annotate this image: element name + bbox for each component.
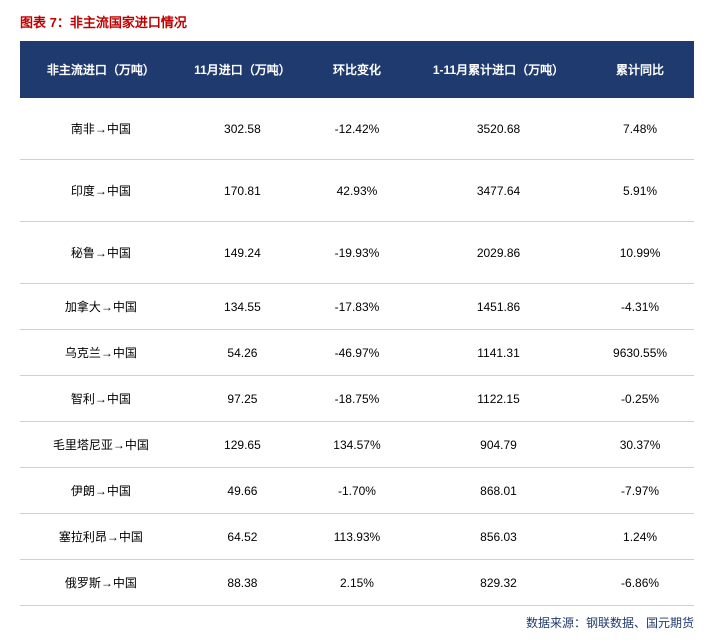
cell-ytd: 1141.31 <box>411 330 586 376</box>
table-row: 秘鲁→中国149.24-19.93%2029.8610.99% <box>20 222 694 284</box>
cell-nov: 149.24 <box>182 222 303 284</box>
cell-mom: -17.83% <box>303 284 411 330</box>
cell-yoy: 5.91% <box>586 160 694 222</box>
cell-yoy: 1.24% <box>586 514 694 560</box>
cell-route: 加拿大→中国 <box>20 284 182 330</box>
table-row: 南非→中国302.58-12.42%3520.687.48% <box>20 98 694 160</box>
cell-nov: 302.58 <box>182 98 303 160</box>
cell-route: 塞拉利昂→中国 <box>20 514 182 560</box>
cell-mom: 134.57% <box>303 422 411 468</box>
cell-ytd: 904.79 <box>411 422 586 468</box>
cell-yoy: 10.99% <box>586 222 694 284</box>
cell-ytd: 3477.64 <box>411 160 586 222</box>
cell-ytd: 868.01 <box>411 468 586 514</box>
cell-mom: -19.93% <box>303 222 411 284</box>
cell-yoy: 9630.55% <box>586 330 694 376</box>
cell-mom: -18.75% <box>303 376 411 422</box>
table-row: 印度→中国170.8142.93%3477.645.91% <box>20 160 694 222</box>
cell-yoy: -0.25% <box>586 376 694 422</box>
cell-mom: 42.93% <box>303 160 411 222</box>
col-header-mom: 环比变化 <box>303 41 411 98</box>
col-header-nov: 11月进口（万吨） <box>182 41 303 98</box>
cell-nov: 129.65 <box>182 422 303 468</box>
cell-yoy: -4.31% <box>586 284 694 330</box>
cell-nov: 49.66 <box>182 468 303 514</box>
cell-mom: 113.93% <box>303 514 411 560</box>
cell-yoy: 7.48% <box>586 98 694 160</box>
table-row: 俄罗斯→中国88.382.15%829.32-6.86% <box>20 560 694 606</box>
table-row: 加拿大→中国134.55-17.83%1451.86-4.31% <box>20 284 694 330</box>
data-source: 数据来源：钢联数据、国元期货 <box>20 614 694 631</box>
cell-nov: 97.25 <box>182 376 303 422</box>
table-row: 毛里塔尼亚→中国129.65134.57%904.7930.37% <box>20 422 694 468</box>
cell-route: 俄罗斯→中国 <box>20 560 182 606</box>
cell-ytd: 2029.86 <box>411 222 586 284</box>
col-header-route: 非主流进口（万吨） <box>20 41 182 98</box>
cell-route: 秘鲁→中国 <box>20 222 182 284</box>
cell-ytd: 1122.15 <box>411 376 586 422</box>
cell-yoy: -7.97% <box>586 468 694 514</box>
cell-route: 印度→中国 <box>20 160 182 222</box>
cell-route: 乌克兰→中国 <box>20 330 182 376</box>
table-row: 乌克兰→中国54.26-46.97%1141.319630.55% <box>20 330 694 376</box>
table-header: 非主流进口（万吨） 11月进口（万吨） 环比变化 1-11月累计进口（万吨） 累… <box>20 41 694 98</box>
cell-yoy: -6.86% <box>586 560 694 606</box>
cell-nov: 54.26 <box>182 330 303 376</box>
col-header-ytd: 1-11月累计进口（万吨） <box>411 41 586 98</box>
cell-mom: 2.15% <box>303 560 411 606</box>
cell-mom: -12.42% <box>303 98 411 160</box>
cell-yoy: 30.37% <box>586 422 694 468</box>
import-table: 非主流进口（万吨） 11月进口（万吨） 环比变化 1-11月累计进口（万吨） 累… <box>20 41 694 606</box>
cell-nov: 88.38 <box>182 560 303 606</box>
cell-mom: -1.70% <box>303 468 411 514</box>
cell-mom: -46.97% <box>303 330 411 376</box>
cell-ytd: 1451.86 <box>411 284 586 330</box>
cell-nov: 64.52 <box>182 514 303 560</box>
cell-route: 毛里塔尼亚→中国 <box>20 422 182 468</box>
cell-ytd: 856.03 <box>411 514 586 560</box>
cell-route: 南非→中国 <box>20 98 182 160</box>
cell-nov: 134.55 <box>182 284 303 330</box>
col-header-yoy: 累计同比 <box>586 41 694 98</box>
cell-ytd: 829.32 <box>411 560 586 606</box>
table-row: 智利→中国97.25-18.75%1122.15-0.25% <box>20 376 694 422</box>
table-body: 南非→中国302.58-12.42%3520.687.48%印度→中国170.8… <box>20 98 694 606</box>
import-table-container: 非主流进口（万吨） 11月进口（万吨） 环比变化 1-11月累计进口（万吨） 累… <box>20 41 694 606</box>
chart-title: 图表 7：非主流国家进口情况 <box>20 12 694 31</box>
cell-ytd: 3520.68 <box>411 98 586 160</box>
cell-route: 伊朗→中国 <box>20 468 182 514</box>
cell-route: 智利→中国 <box>20 376 182 422</box>
table-row: 塞拉利昂→中国64.52113.93%856.031.24% <box>20 514 694 560</box>
cell-nov: 170.81 <box>182 160 303 222</box>
table-row: 伊朗→中国49.66-1.70%868.01-7.97% <box>20 468 694 514</box>
